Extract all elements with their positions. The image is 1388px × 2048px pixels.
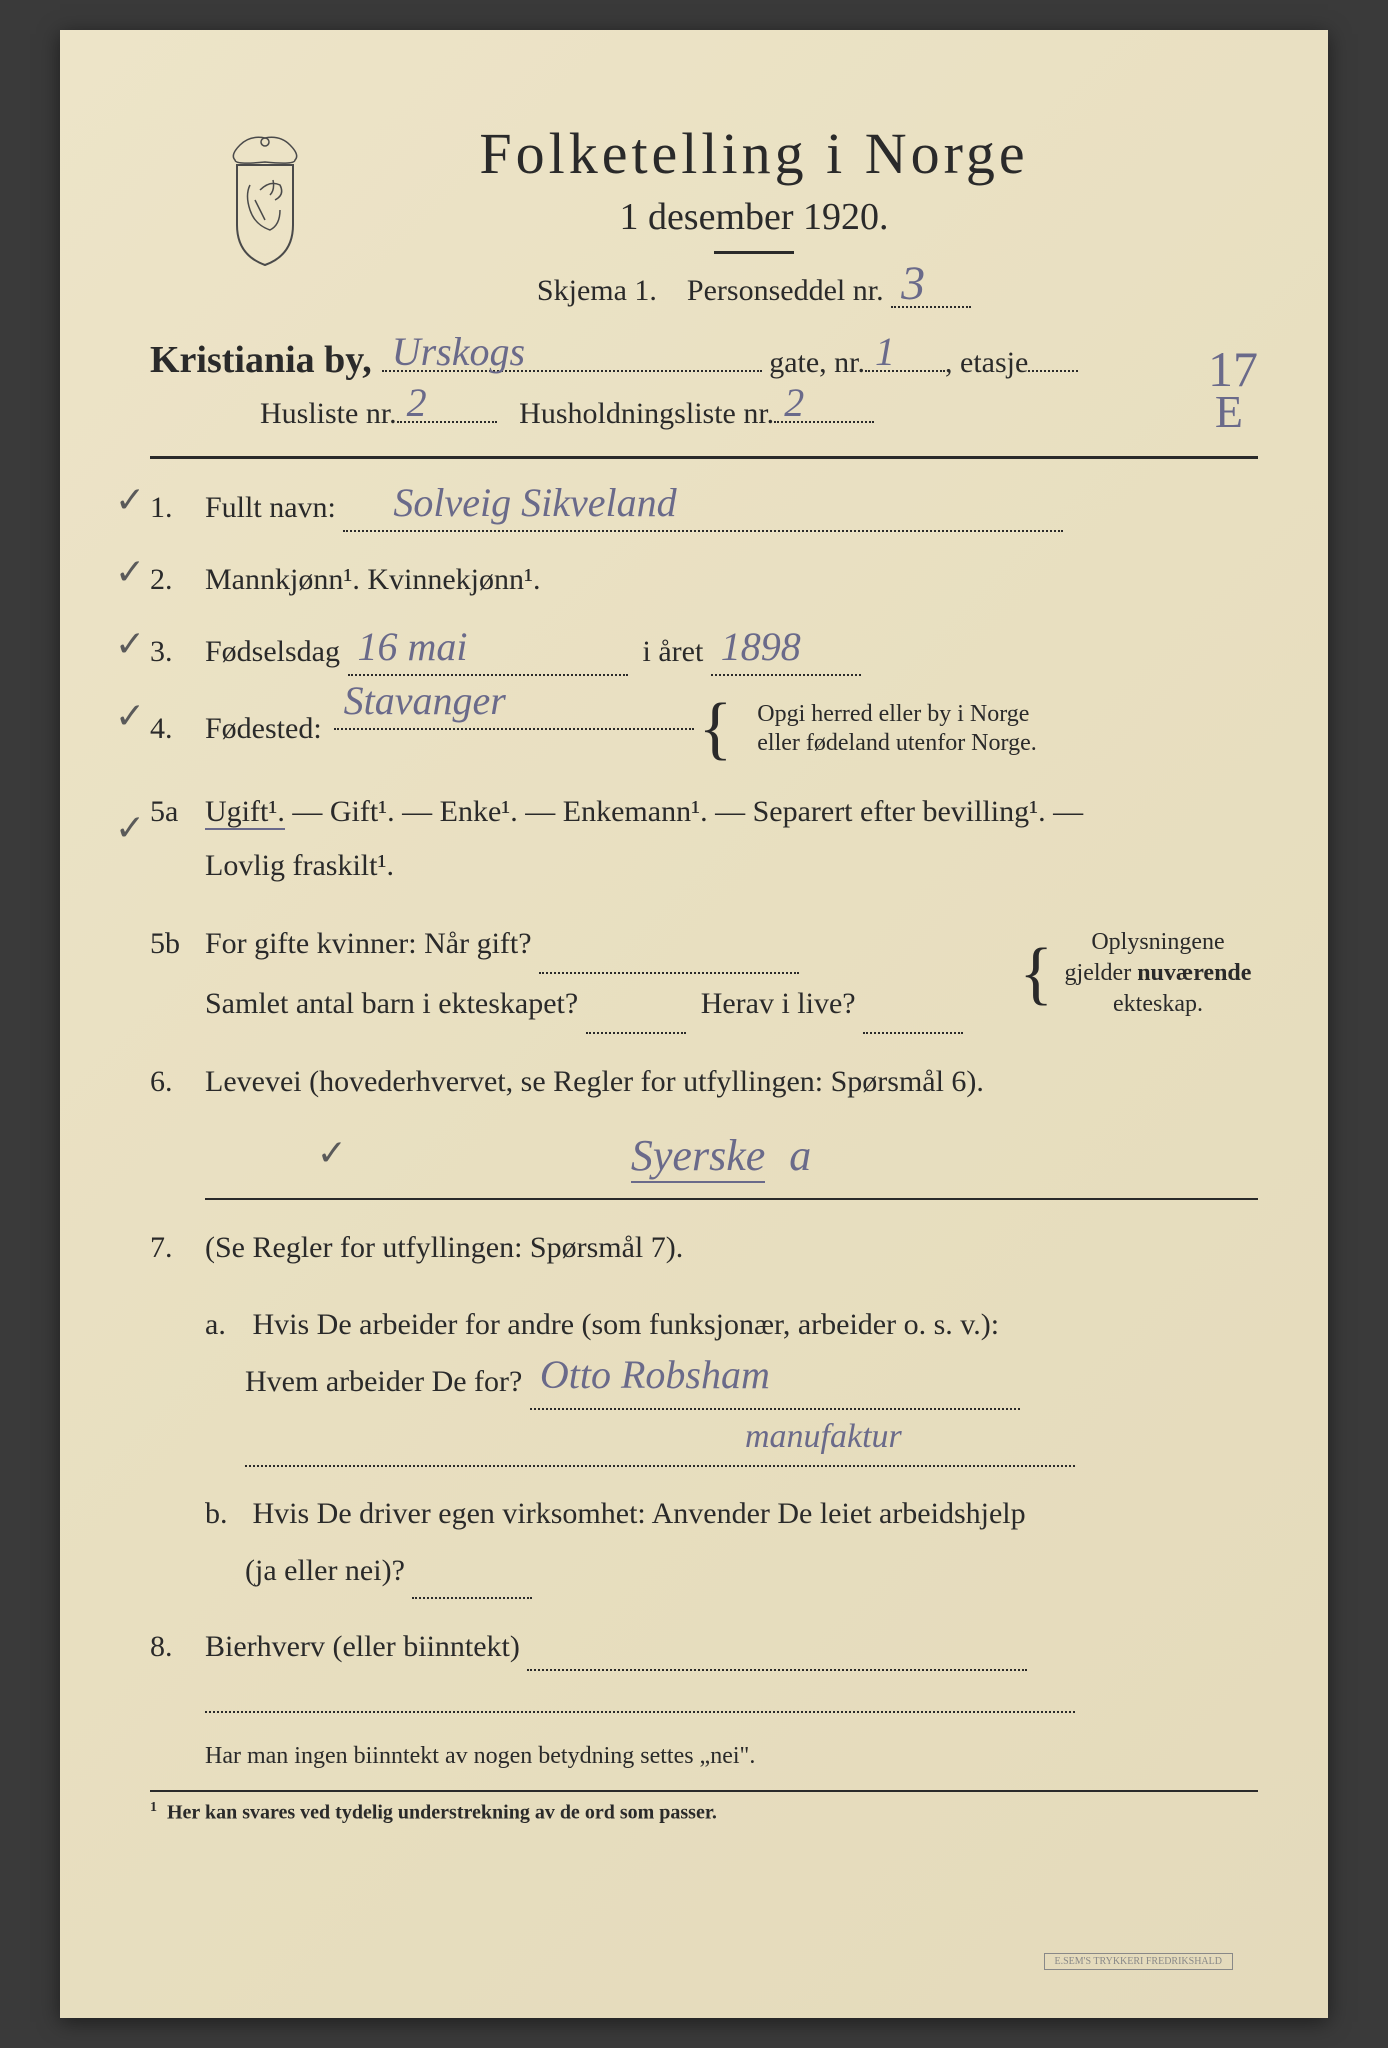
- form-number-line: Skjema 1. Personseddel nr. 3: [250, 274, 1258, 308]
- gate-value: 1: [875, 328, 895, 375]
- q2-num: 2.: [150, 563, 205, 597]
- q8-label: Bierhverv (eller biinntekt): [205, 1630, 520, 1663]
- q6-answer-line: ✓ Syerske a: [150, 1130, 1258, 1183]
- q7b-text2: (ja eller nei)?: [245, 1554, 405, 1587]
- question-2: ✓ 2. Mannkjønn¹. Kvinnekjønn¹.: [150, 556, 1258, 604]
- check-icon: ✓: [115, 695, 145, 737]
- q7a-value1: Otto Robsham: [540, 1337, 770, 1413]
- etasje-handwritten: E: [1215, 385, 1243, 438]
- question-5a: ✓ 5a Ugift¹. — Gift¹. — Enke¹. — Enkeman…: [150, 782, 1258, 890]
- q5b-label2: Samlet antal barn i ekteskapet?: [205, 987, 578, 1020]
- q1-num: 1.: [150, 491, 205, 525]
- q6-num: 6.: [150, 1065, 205, 1099]
- q1-label: Fullt navn:: [205, 491, 336, 524]
- header-block: Folketelling i Norge 1 desember 1920. Sk…: [250, 120, 1258, 308]
- q3-year-value: 1898: [721, 615, 801, 679]
- q4-value: Stavanger: [344, 669, 506, 733]
- question-3: ✓ 3. Fødselsdag 16 mai i året 1898: [150, 628, 1258, 676]
- crest-svg: [215, 130, 315, 270]
- question-5b: 5b For gifte kvinner: Når gift? Samlet a…: [150, 914, 1258, 1034]
- city-label: Kristiania by,: [150, 338, 372, 382]
- question-6: 6. Levevei (hovederhvervet, se Regler fo…: [150, 1058, 1258, 1106]
- husholdning-value: 2: [784, 379, 804, 426]
- q5b-note: Oplysningene gjelder nuværende ekteskap.: [1058, 927, 1258, 1021]
- husliste-line: Husliste nr. 2 Husholdningsliste nr. 2: [260, 397, 1258, 431]
- q7-num: 7.: [150, 1231, 205, 1265]
- coat-of-arms-icon: [215, 130, 315, 270]
- q5a-num: 5a: [150, 795, 205, 829]
- page-container: 17 Folketelling i Norge 1 desember 1920.…: [0, 0, 1388, 2048]
- q3-num: 3.: [150, 635, 205, 669]
- question-7a: a. Hvis De arbeider for andre (som funks…: [205, 1296, 1258, 1467]
- question-1: ✓ 1. Fullt navn: Solveig Sikveland: [150, 484, 1258, 532]
- document-date: 1 desember 1920.: [250, 195, 1258, 239]
- document-title: Folketelling i Norge: [250, 120, 1258, 187]
- census-document: 17 Folketelling i Norge 1 desember 1920.…: [60, 30, 1328, 2018]
- etasje-label: , etasje: [945, 346, 1028, 380]
- separator-main: [150, 456, 1258, 459]
- question-8: 8. Bierhverv (eller biinntekt): [150, 1623, 1258, 1671]
- q5a-options2: Lovlig fraskilt¹.: [205, 842, 1258, 890]
- check-icon: ✓: [115, 479, 145, 521]
- q4-num: 4.: [150, 712, 205, 746]
- title-divider: [714, 251, 794, 254]
- gate-label: gate, nr.: [769, 346, 865, 380]
- q8-num: 8.: [150, 1630, 205, 1664]
- q7a-value2: manufaktur: [745, 1405, 902, 1470]
- check-icon: ✓: [317, 1133, 347, 1173]
- question-7: 7. (Se Regler for utfyllingen: Spørsmål …: [150, 1224, 1258, 1272]
- skjema-label: Skjema 1.: [537, 274, 657, 307]
- q5b-num: 5b: [150, 927, 205, 961]
- husliste-label: Husliste nr.: [260, 397, 397, 431]
- q7b-label: b.: [205, 1485, 245, 1542]
- check-icon: ✓: [115, 623, 145, 665]
- q6-label: Levevei (hovederhvervet, se Regler for u…: [205, 1065, 984, 1098]
- question-4: ✓ 4. Fødested: Stavanger { Opgi herred e…: [150, 700, 1258, 758]
- street-value: Urskogs: [392, 328, 525, 375]
- bottom-footnote: 1 Her kan svares ved tydelig understrekn…: [150, 1790, 1258, 1825]
- footnote: Har man ingen biinntekt av nogen betydni…: [205, 1743, 1258, 1770]
- husliste-value: 2: [407, 379, 427, 426]
- separator: [205, 1198, 1258, 1200]
- q3-label: Fødselsdag: [205, 635, 340, 668]
- address-line: Kristiania by, Urskogs gate, nr. 1 , eta…: [150, 338, 1258, 382]
- q7b-text1: Hvis De driver egen virksomhet: Anvender…: [253, 1497, 1026, 1530]
- brace-icon: {: [1019, 953, 1053, 995]
- brace-icon: {: [699, 708, 733, 750]
- q3-year-label: i året: [643, 635, 704, 668]
- q7a-text2: Hvem arbeider De for?: [245, 1365, 522, 1398]
- question-7b: b. Hvis De driver egen virksomhet: Anven…: [205, 1485, 1258, 1599]
- q7-label: (Se Regler for utfyllingen: Spørsmål 7).: [205, 1224, 1258, 1272]
- personseddel-value: 3: [901, 256, 925, 311]
- personseddel-label: Personseddel nr.: [687, 274, 884, 307]
- q4-note: Opgi herred eller by i Norge eller fødel…: [757, 700, 1036, 758]
- q5b-label1: For gifte kvinner: Når gift?: [205, 927, 532, 960]
- q6-suffix: a: [789, 1130, 811, 1181]
- q5a-options: Ugift¹.: [205, 795, 285, 830]
- q7a-label: a.: [205, 1296, 245, 1353]
- q4-label: Fødested:: [205, 705, 322, 753]
- husholdning-label: Husholdningsliste nr.: [519, 397, 774, 431]
- check-icon: ✓: [115, 807, 145, 849]
- q6-value: Syerske: [631, 1130, 765, 1183]
- q5b-label3: Herav i live?: [701, 987, 856, 1020]
- q2-label: Mannkjønn¹. Kvinnekjønn¹.: [205, 556, 1258, 604]
- printer-stamp: E.SEM'S TRYKKERI FREDRIKSHALD: [1044, 1953, 1233, 1970]
- q1-value: Solveig Sikveland: [393, 471, 676, 535]
- check-icon: ✓: [115, 551, 145, 593]
